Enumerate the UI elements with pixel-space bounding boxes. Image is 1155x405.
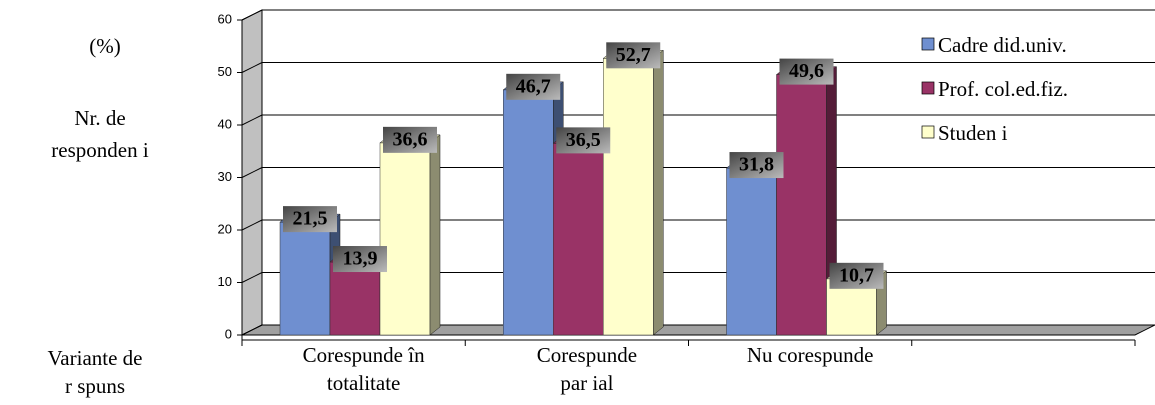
grid-line: [241, 9, 263, 21]
value-label-box: [333, 246, 387, 273]
bar: [379, 134, 441, 336]
value-label-box: [283, 206, 337, 233]
legend-label: Prof. col.ed.fiz.: [938, 77, 1068, 101]
y-tick-label: 10: [218, 274, 232, 289]
y-unit: (%): [89, 34, 120, 58]
legend-swatch: [921, 81, 935, 95]
y-tick-label: 50: [218, 64, 232, 79]
bar: [602, 49, 664, 336]
legend-label: Studen i: [938, 121, 1008, 145]
grid-line: [241, 167, 263, 178]
bar-front: [503, 89, 554, 336]
x-tick-label: Nu corespunde: [747, 343, 874, 367]
bar-front: [553, 143, 604, 336]
value-label: 36,5: [566, 129, 601, 151]
value-label-box: [506, 73, 561, 100]
x-tick-label: Corespunde: [537, 343, 637, 367]
x-label: r spuns: [65, 374, 125, 398]
value-label: 46,7: [516, 75, 551, 97]
legend-label: Cadre did.univ.: [938, 33, 1067, 57]
y-label: Nr. de: [74, 106, 125, 130]
y-tick-label: 40: [218, 116, 232, 131]
grid-line: [241, 272, 263, 283]
bar-front: [603, 58, 654, 336]
bar-front: [379, 142, 431, 336]
value-label: 31,8: [739, 154, 774, 176]
value-label-box: [556, 127, 611, 154]
bar-front: [329, 261, 381, 336]
y-tick-label: 0: [225, 326, 232, 341]
legend-swatch: [921, 37, 935, 51]
grid-line: [241, 219, 263, 231]
x-tick-label: Corespunde în: [303, 343, 425, 367]
x-tick-label: totalitate: [327, 371, 400, 395]
grid-line: [241, 62, 263, 73]
value-label: 52,7: [616, 44, 651, 66]
y-tick-label: 20: [218, 221, 232, 236]
x-tick-label: par ial: [560, 371, 613, 395]
legend-swatch: [921, 125, 935, 139]
grid-line: [241, 324, 263, 336]
bar-side: [429, 134, 441, 336]
grid-line: [241, 114, 263, 126]
y-tick-label: 60: [218, 11, 232, 26]
y-tick-label: 30: [218, 169, 232, 184]
bar: [775, 66, 838, 336]
bar-front: [776, 74, 827, 336]
value-label-box: [606, 42, 661, 69]
y-label: responden i: [51, 138, 149, 162]
bar-side: [653, 49, 664, 336]
value-label: 10,7: [839, 264, 874, 286]
value-label-box: [729, 152, 784, 179]
value-label-box: [829, 262, 884, 289]
value-label: 36,6: [393, 128, 428, 150]
bar-front: [726, 167, 777, 336]
x-label: Variante de: [47, 346, 142, 370]
value-label: 13,9: [343, 248, 378, 270]
value-label: 21,5: [293, 208, 328, 230]
value-label-box: [779, 58, 834, 85]
value-label: 49,6: [789, 60, 824, 82]
bar-front: [279, 221, 331, 336]
value-label-box: [383, 126, 437, 153]
